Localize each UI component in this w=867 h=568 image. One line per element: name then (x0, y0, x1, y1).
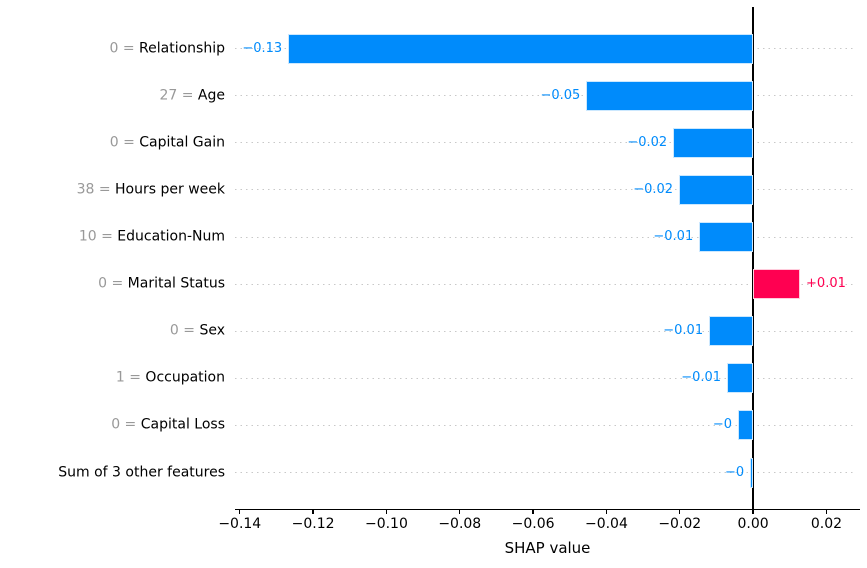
shap-bar-relationship (288, 34, 754, 64)
feature-value-text: 0 = (109, 40, 140, 57)
feature-value-text: 38 = (76, 181, 116, 198)
row-gridline (235, 236, 855, 239)
zero-reference-line (752, 7, 754, 509)
row-gridline (235, 424, 855, 427)
row-gridline (235, 471, 855, 474)
feature-value-text: 0 = (109, 134, 140, 151)
shap-bar-capital-gain (673, 128, 754, 159)
shap-bar-age (586, 81, 754, 112)
feature-name-text: Sex (199, 322, 225, 339)
bar-value-label: −0.01 (653, 229, 694, 245)
feature-name-text: Occupation (145, 369, 225, 386)
x-tick-label: 0.02 (810, 516, 843, 532)
feature-name-text: Hours per week (115, 181, 225, 198)
x-axis-line (235, 509, 860, 511)
x-tick-label: −0.10 (364, 516, 408, 532)
x-tick-label: −0.14 (218, 516, 262, 532)
bar-value-label: −0.01 (663, 323, 704, 339)
x-tick-mark (459, 510, 461, 514)
y-tick-label: 38 = Hours per week (0, 182, 225, 199)
feature-name-text: Capital Loss (140, 416, 225, 433)
y-tick-label: 0 = Capital Loss (0, 417, 225, 434)
y-tick-label: 27 = Age (0, 88, 225, 105)
row-gridline (235, 283, 855, 286)
feature-value-text: 0 = (111, 416, 141, 433)
y-tick-label: 0 = Capital Gain (0, 135, 225, 152)
x-tick-mark (605, 510, 608, 514)
feature-value-text: 10 = (78, 228, 118, 245)
feature-value-text: 0 = (98, 275, 128, 292)
x-tick-label: −0.08 (438, 516, 482, 532)
x-tick-mark (679, 510, 681, 514)
x-tick-label: −0.06 (511, 516, 555, 532)
x-tick-label: −0.02 (658, 516, 702, 532)
feature-name-text: Education-Num (117, 228, 225, 245)
row-gridline (235, 142, 855, 145)
shap-bar-sum-of-3-other-features (750, 457, 754, 488)
x-tick-mark (825, 510, 828, 514)
feature-value-text: 1 = (115, 369, 146, 386)
x-axis-title: SHAP value (504, 539, 591, 557)
feature-name-text: Capital Gain (139, 134, 225, 151)
x-tick-mark (239, 510, 241, 514)
x-tick-mark (385, 510, 388, 514)
row-gridline (235, 330, 855, 333)
feature-name-text: Marital Status (127, 275, 225, 292)
bar-value-label: −0.05 (540, 88, 581, 104)
row-gridline (235, 189, 855, 192)
shap-bar-hours-per-week (679, 175, 754, 206)
feature-value-text: 27 = (159, 87, 198, 104)
shap-bar-sex (709, 316, 754, 347)
y-tick-label: 0 = Marital Status (0, 276, 225, 293)
y-tick-label: 10 = Education-Num (0, 229, 225, 246)
feature-name-text: Relationship (139, 40, 225, 57)
bar-value-label: −0.02 (633, 182, 674, 198)
feature-name-text: Age (197, 87, 225, 104)
x-tick-label: 0.00 (737, 516, 769, 532)
shap-bar-education-num (699, 222, 754, 253)
y-tick-label: 0 = Relationship (0, 40, 226, 58)
shap-bar-occupation (727, 363, 754, 394)
x-tick-mark (752, 510, 754, 514)
feature-value-text: 0 = (169, 322, 200, 339)
row-gridline (235, 377, 855, 380)
bar-value-label: −0.02 (627, 135, 668, 151)
x-tick-label: −0.04 (584, 516, 628, 532)
y-tick-label: 0 = Sex (0, 323, 225, 340)
shap-bar-capital-loss (738, 410, 754, 441)
bar-value-label: −0 (725, 464, 745, 480)
bar-value-label: +0.01 (806, 276, 846, 292)
y-tick-label: 1 = Occupation (0, 370, 225, 387)
x-tick-mark (532, 510, 534, 514)
y-tick-label: Sum of 3 other features (0, 464, 225, 481)
bar-value-label: −0.13 (242, 41, 283, 56)
row-gridline (235, 95, 855, 98)
x-tick-label: −0.12 (291, 516, 335, 532)
shap-bar-marital-status (753, 269, 801, 300)
bar-value-label: −0 (712, 417, 733, 433)
feature-name-text: Sum of 3 other features (58, 464, 225, 481)
x-tick-mark (312, 510, 314, 514)
bar-value-label: −0.01 (681, 370, 722, 386)
